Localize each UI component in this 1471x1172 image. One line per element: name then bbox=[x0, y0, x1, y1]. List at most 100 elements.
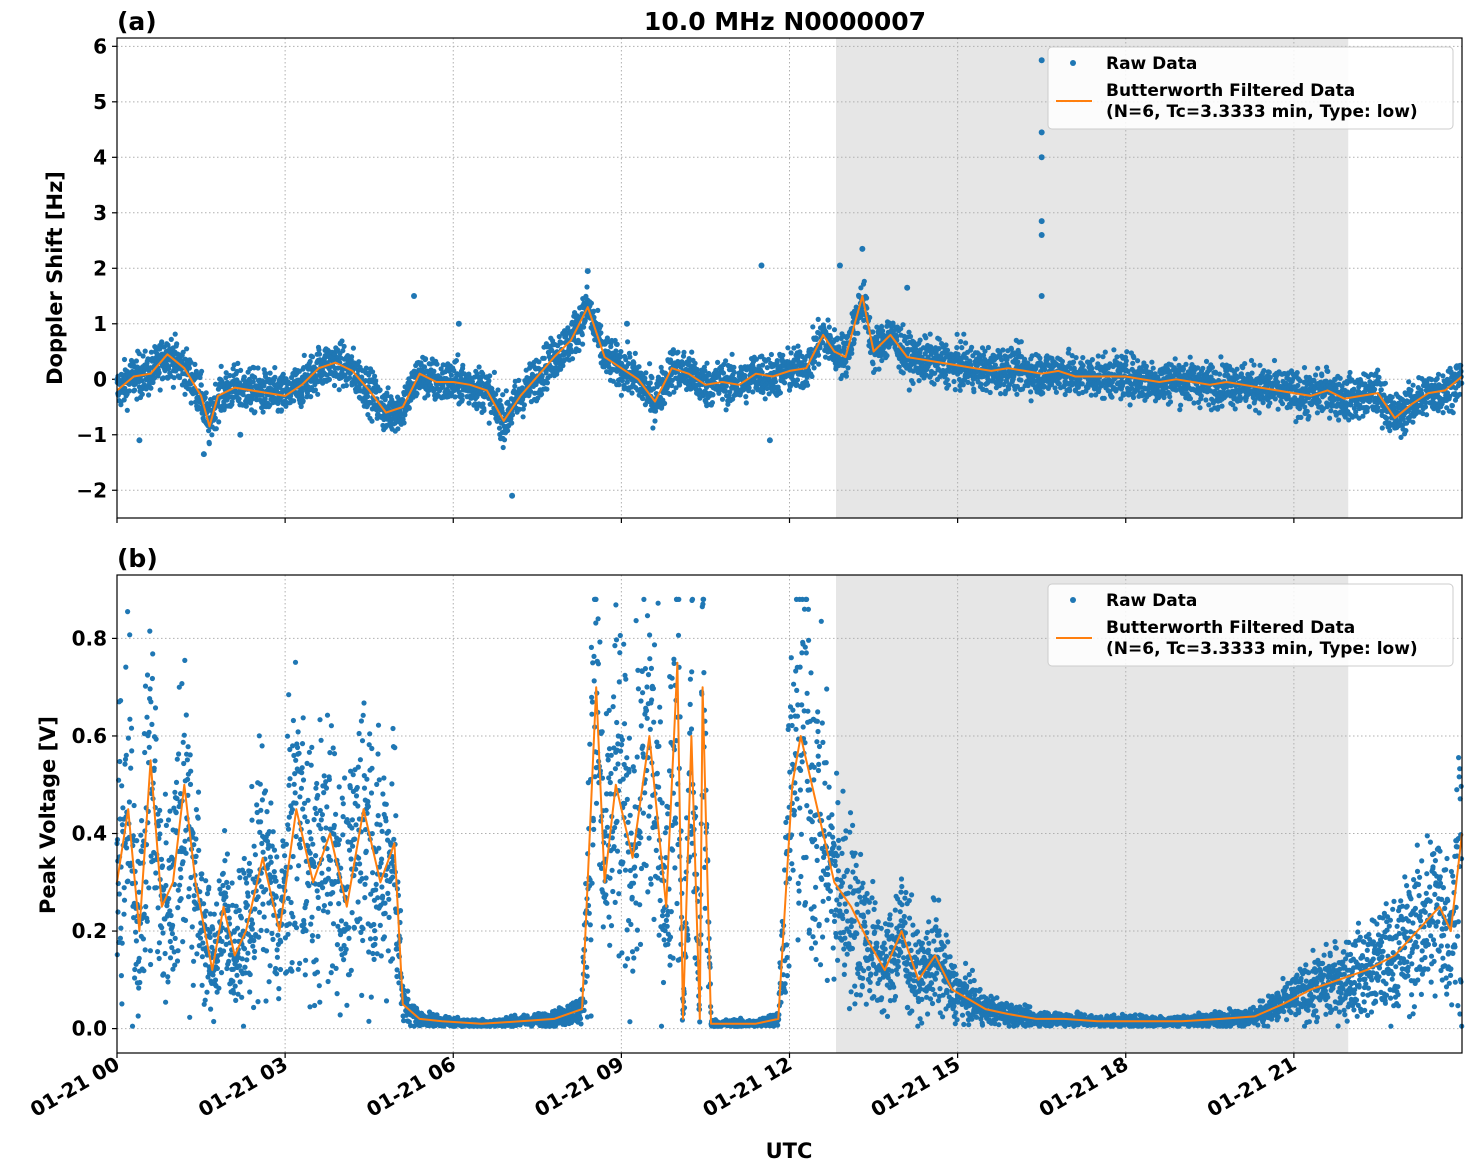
raw-data-point bbox=[509, 420, 515, 426]
raw-data-point bbox=[363, 365, 369, 371]
raw-data-point bbox=[500, 392, 506, 398]
raw-data-point bbox=[1351, 387, 1357, 393]
raw-data-point bbox=[425, 392, 431, 398]
raw-data-point bbox=[1187, 396, 1193, 402]
raw-data-point bbox=[385, 385, 391, 391]
raw-data-point bbox=[1328, 408, 1334, 414]
raw-data-point bbox=[768, 351, 775, 358]
y-tick-label-a: 3 bbox=[93, 201, 107, 225]
raw-data-point bbox=[341, 343, 347, 349]
raw-data-point bbox=[299, 389, 305, 395]
raw-data-point bbox=[223, 375, 229, 381]
raw-data-point bbox=[815, 352, 822, 358]
raw-data-point bbox=[336, 387, 342, 393]
raw-data-point bbox=[1089, 365, 1095, 371]
raw-data-point bbox=[1150, 365, 1156, 371]
raw-data-point bbox=[250, 379, 256, 385]
raw-data-point bbox=[262, 396, 268, 402]
raw-data-point bbox=[629, 390, 635, 396]
x-axis-label: UTC bbox=[766, 1139, 813, 1163]
raw-data-point bbox=[340, 348, 346, 354]
raw-data-point bbox=[910, 380, 916, 386]
raw-data-point bbox=[139, 391, 145, 397]
raw-data-point bbox=[943, 342, 949, 348]
raw-data-point bbox=[1279, 401, 1286, 407]
raw-data-point bbox=[1234, 366, 1240, 372]
raw-data-point bbox=[1172, 356, 1178, 362]
raw-data-point bbox=[1167, 394, 1173, 400]
raw-data-point bbox=[121, 397, 127, 403]
raw-data-point bbox=[1347, 369, 1353, 376]
raw-data-point bbox=[431, 368, 437, 374]
raw-data-point bbox=[960, 382, 966, 388]
raw-data-point bbox=[452, 394, 458, 400]
raw-data-point bbox=[1206, 402, 1212, 408]
raw-data-point bbox=[1000, 347, 1006, 353]
raw-data-point bbox=[969, 344, 975, 350]
raw-data-point bbox=[843, 373, 850, 379]
raw-data-point bbox=[1376, 374, 1382, 380]
raw-data-point bbox=[343, 382, 349, 389]
raw-data-point bbox=[460, 362, 466, 368]
raw-data-point bbox=[324, 372, 330, 378]
raw-data-point bbox=[252, 409, 258, 415]
raw-data-point bbox=[580, 341, 586, 347]
raw-data-point bbox=[719, 396, 726, 402]
y-tick-label-a: −2 bbox=[76, 478, 107, 502]
raw-data-point bbox=[1130, 360, 1136, 366]
raw-data-point bbox=[1197, 405, 1203, 411]
raw-data-point bbox=[936, 336, 942, 342]
raw-data-point bbox=[301, 352, 307, 358]
raw-data-point bbox=[188, 400, 194, 406]
raw-data-point bbox=[291, 398, 297, 404]
raw-data-point bbox=[213, 426, 219, 432]
raw-data-point bbox=[723, 358, 729, 364]
raw-data-point bbox=[772, 379, 779, 385]
raw-data-point bbox=[182, 391, 188, 397]
raw-data-point bbox=[216, 419, 222, 425]
y-tick-label-a: 1 bbox=[93, 312, 107, 336]
raw-data-point bbox=[1306, 413, 1312, 419]
raw-data-point bbox=[884, 353, 890, 359]
raw-data-point bbox=[1266, 369, 1272, 375]
raw-data-point bbox=[1382, 380, 1388, 386]
raw-data-point bbox=[1100, 354, 1106, 360]
raw-data-point bbox=[349, 354, 355, 360]
raw-data-point bbox=[876, 366, 882, 372]
raw-data-point bbox=[1095, 353, 1101, 359]
raw-data-point bbox=[870, 361, 876, 367]
raw-data-point bbox=[632, 350, 638, 356]
raw-data-point bbox=[1163, 385, 1169, 391]
raw-data-point bbox=[900, 322, 906, 328]
raw-data-point bbox=[813, 336, 820, 342]
raw-data-point bbox=[1067, 388, 1073, 394]
raw-data-point bbox=[1109, 394, 1115, 400]
raw-data-point bbox=[1319, 372, 1325, 379]
raw-data-point bbox=[1302, 404, 1308, 410]
raw-data-point bbox=[198, 382, 204, 388]
raw-data-point bbox=[538, 391, 545, 397]
raw-data-point bbox=[742, 372, 748, 379]
raw-data-point bbox=[764, 365, 770, 371]
raw-data-point bbox=[1070, 359, 1077, 365]
raw-data-point bbox=[423, 356, 429, 362]
raw-data-point bbox=[174, 341, 180, 347]
raw-data-point bbox=[124, 407, 130, 413]
raw-data-point bbox=[969, 381, 976, 387]
raw-data-point bbox=[731, 369, 737, 375]
raw-data-point bbox=[212, 381, 219, 387]
raw-data-point bbox=[1178, 402, 1184, 408]
raw-data-point bbox=[931, 381, 937, 387]
raw-data-point bbox=[159, 339, 165, 345]
raw-data-point bbox=[785, 345, 791, 351]
raw-data-point bbox=[958, 339, 964, 345]
raw-data-point bbox=[722, 388, 729, 394]
raw-data-point bbox=[923, 335, 929, 341]
raw-data-point bbox=[459, 397, 465, 403]
raw-data-point bbox=[579, 332, 585, 338]
raw-data-point bbox=[1378, 387, 1384, 393]
raw-data-point bbox=[136, 351, 142, 357]
raw-data-point bbox=[206, 441, 212, 447]
raw-data-point bbox=[140, 353, 146, 359]
raw-data-point bbox=[121, 356, 128, 363]
